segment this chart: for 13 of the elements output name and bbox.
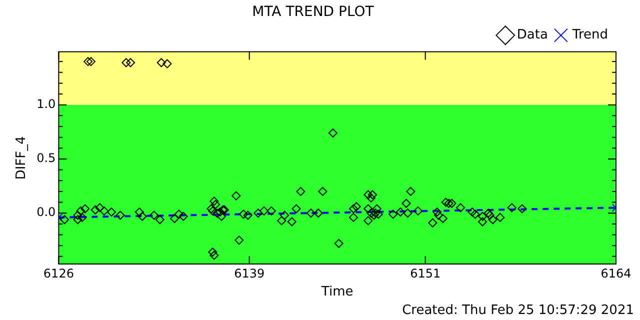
x-tick-label: 6126 — [43, 266, 74, 280]
x-tick-label: 6139 — [234, 266, 265, 280]
y-tick-label: 0.0 — [36, 205, 56, 220]
y-tick-label: 0.5 — [36, 151, 56, 166]
y-tick-label: 1.0 — [36, 96, 56, 111]
chart-title: MTA TREND PLOT — [252, 4, 374, 20]
y-axis-title: DIFF_4 — [14, 136, 30, 180]
x-axis-title: Time — [320, 284, 354, 300]
legend-label: Data — [516, 28, 548, 43]
x-tick-label: 6151 — [410, 266, 441, 280]
text: Created: Thu Feb 25 10:57:29 2021 — [402, 303, 634, 318]
legend-label: Trend — [571, 28, 608, 43]
x-tick-label: 6164 — [600, 266, 632, 280]
